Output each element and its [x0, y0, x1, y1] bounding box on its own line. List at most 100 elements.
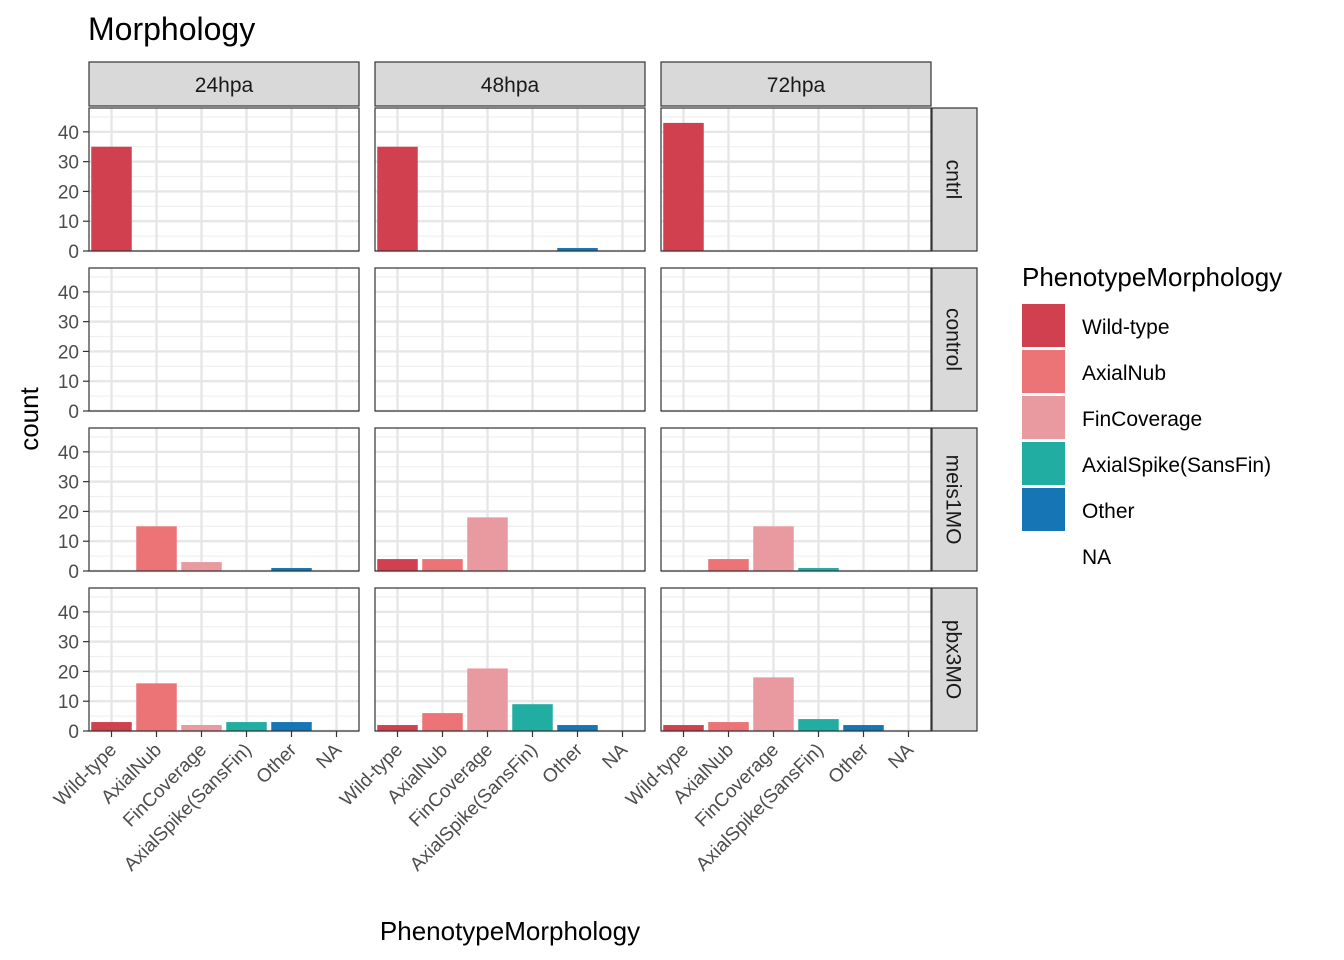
y-tick-label: 20 [58, 342, 79, 363]
legend-label: Wild-type [1082, 316, 1170, 339]
y-tick-label: 10 [58, 692, 79, 713]
y-tick-label: 40 [58, 443, 79, 464]
legend-label: FinCoverage [1082, 408, 1202, 431]
legend-label: NA [1082, 546, 1111, 569]
x-tick-label: Other [253, 739, 302, 788]
bar [753, 677, 794, 731]
legend-key [1022, 350, 1065, 393]
bar [663, 725, 704, 731]
panel-background [661, 588, 931, 731]
y-tick-label: 20 [58, 502, 79, 523]
y-tick-label: 0 [68, 402, 79, 423]
facet-panel: Wild-typeAxialNubFinCoverageAxialSpike(S… [622, 587, 932, 876]
legend-label: AxialNub [1082, 362, 1166, 385]
column-strip-label: 48hpa [481, 74, 540, 97]
panel-background [661, 428, 931, 571]
row-strip [931, 587, 978, 732]
bar [467, 517, 508, 571]
panel-border [88, 587, 360, 732]
panel-background [89, 268, 359, 411]
panel-border [374, 587, 646, 732]
y-tick-label: 30 [58, 313, 79, 334]
facet-panel [374, 267, 646, 413]
bar [181, 725, 222, 731]
y-tick-label: 10 [58, 212, 79, 233]
panel-border [88, 107, 360, 252]
bar [798, 719, 839, 731]
legend-key [1022, 488, 1065, 531]
x-tick-label: NA [313, 739, 347, 773]
facet-panel: 010203040Wild-typeAxialNubFinCoverageAxi… [50, 587, 360, 876]
row-strip-label: pbx3MO [942, 620, 965, 699]
y-tick-label: 30 [58, 473, 79, 494]
bar [798, 568, 839, 571]
bar [226, 722, 267, 731]
bar [91, 722, 132, 731]
chart-title: Morphology [88, 11, 255, 47]
panel-background [89, 428, 359, 571]
panel-border [374, 107, 646, 252]
y-axis-label: count [14, 386, 44, 450]
row-strip-label: cntrl [942, 160, 965, 200]
row-strip [931, 107, 978, 252]
y-tick-label: 10 [58, 532, 79, 553]
facet-panel [660, 427, 932, 573]
y-tick-label: 20 [58, 182, 79, 203]
y-tick-label: 40 [58, 283, 79, 304]
column-strip [88, 61, 360, 107]
column-strip [374, 61, 646, 107]
bar [377, 559, 418, 571]
column-strip-label: 72hpa [767, 74, 826, 97]
y-tick-label: 40 [58, 603, 79, 624]
y-tick-label: 30 [58, 153, 79, 174]
legend-label: Other [1082, 500, 1135, 523]
y-tick-label: 20 [58, 662, 79, 683]
y-tick-label: 0 [68, 722, 79, 743]
x-tick-label: Other [539, 739, 588, 788]
row-strip [931, 267, 978, 412]
y-tick-label: 10 [58, 372, 79, 393]
bar [843, 725, 884, 731]
column-strip-label: 24hpa [195, 74, 254, 97]
facet-panel: 0 10 20 30 40 [58, 427, 360, 583]
facet-panel: Wild-typeAxialNubFinCoverageAxialSpike(S… [336, 587, 646, 876]
legend: PhenotypeMorphology Wild-type AxialNub Fin… [1022, 262, 1282, 577]
panel-background [89, 588, 359, 731]
bar [663, 122, 704, 251]
panel-border [660, 587, 932, 732]
bar [181, 562, 222, 571]
facet-panel [374, 427, 646, 573]
x-tick-label: NA [885, 739, 919, 773]
y-tick-label: 0 [68, 562, 79, 583]
panel-background [375, 268, 645, 411]
panel-border [374, 267, 646, 412]
panel-border [88, 427, 360, 572]
panel-background [375, 588, 645, 731]
facet-panel: 0 10 20 30 40 [58, 107, 360, 263]
bar [422, 713, 463, 731]
bar [557, 248, 598, 251]
bar [708, 559, 749, 571]
panel-border [660, 267, 932, 412]
y-tick-label: 30 [58, 633, 79, 654]
bar [467, 668, 508, 731]
bar [422, 559, 463, 571]
legend-key [1022, 396, 1065, 439]
facet-panel: 0 10 20 30 40 [58, 267, 360, 423]
legend-label: AxialSpike(SansFin) [1082, 454, 1271, 477]
panel-background [375, 428, 645, 571]
bar [557, 725, 598, 731]
bar [377, 725, 418, 731]
panel-border [88, 267, 360, 412]
facet-panels: 24hpa 48hpa 72hpa cntrl control meis1MO pbx3MO… [50, 61, 978, 876]
panel-border [374, 427, 646, 572]
bar [136, 683, 177, 731]
x-tick-label: NA [599, 739, 633, 773]
legend-items: Wild-type AxialNub FinCoverage AxialSpike(S… [1022, 304, 1271, 577]
facet-panel [660, 267, 932, 413]
row-strip-label: meis1MO [942, 455, 965, 545]
y-tick-label: 0 [68, 242, 79, 263]
bar [271, 722, 312, 731]
panel-border [660, 107, 932, 252]
